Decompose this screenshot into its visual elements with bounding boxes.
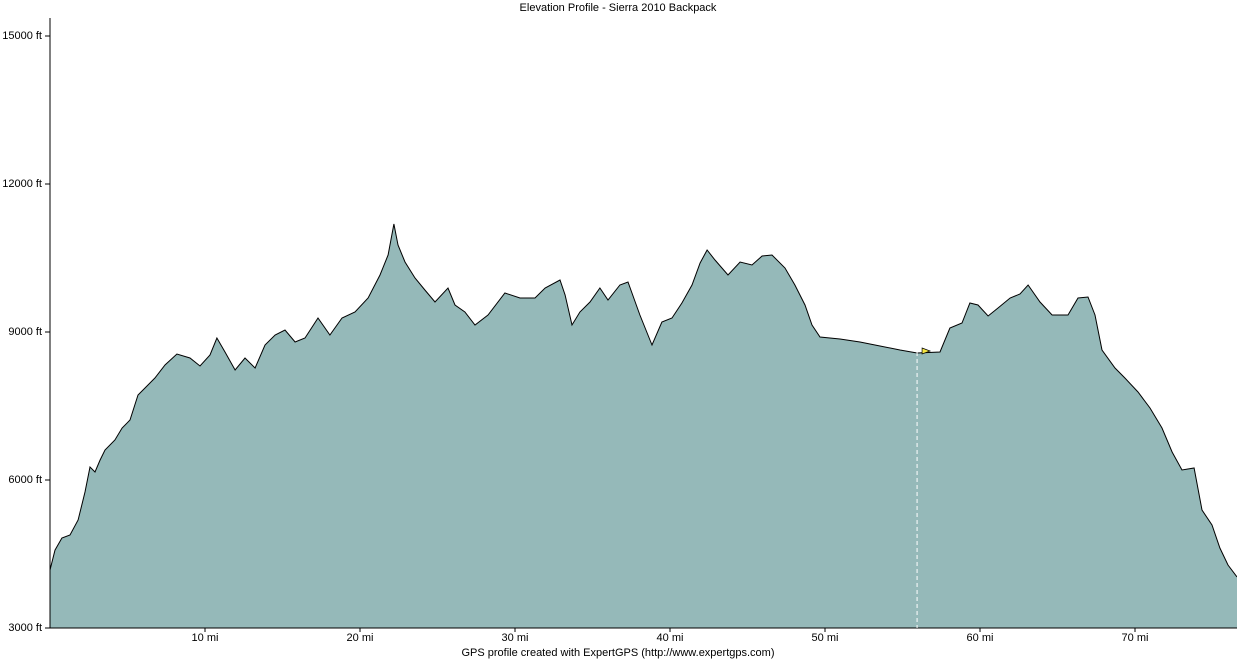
position-marker-flag bbox=[921, 347, 932, 355]
x-tick-label: 60 mi bbox=[967, 632, 994, 644]
y-tick-label: 12000 ft bbox=[2, 178, 42, 190]
y-tick-label: 6000 ft bbox=[8, 474, 42, 486]
elevation-area bbox=[50, 224, 1237, 628]
chart-footer: GPS profile created with ExpertGPS (http… bbox=[461, 647, 774, 659]
x-tick-label: 30 mi bbox=[502, 632, 529, 644]
y-tick-label: 3000 ft bbox=[8, 622, 42, 634]
chart-title: Elevation Profile - Sierra 2010 Backpack bbox=[520, 2, 717, 14]
x-tick-label: 40 mi bbox=[657, 632, 684, 644]
x-tick-label: 50 mi bbox=[812, 632, 839, 644]
x-tick-label: 70 mi bbox=[1122, 632, 1149, 644]
y-tick-label: 15000 ft bbox=[2, 30, 42, 42]
x-tick-label: 20 mi bbox=[347, 632, 374, 644]
x-tick-label: 10 mi bbox=[192, 632, 219, 644]
elevation-line bbox=[49, 223, 1237, 578]
y-tick-label: 9000 ft bbox=[8, 326, 42, 338]
